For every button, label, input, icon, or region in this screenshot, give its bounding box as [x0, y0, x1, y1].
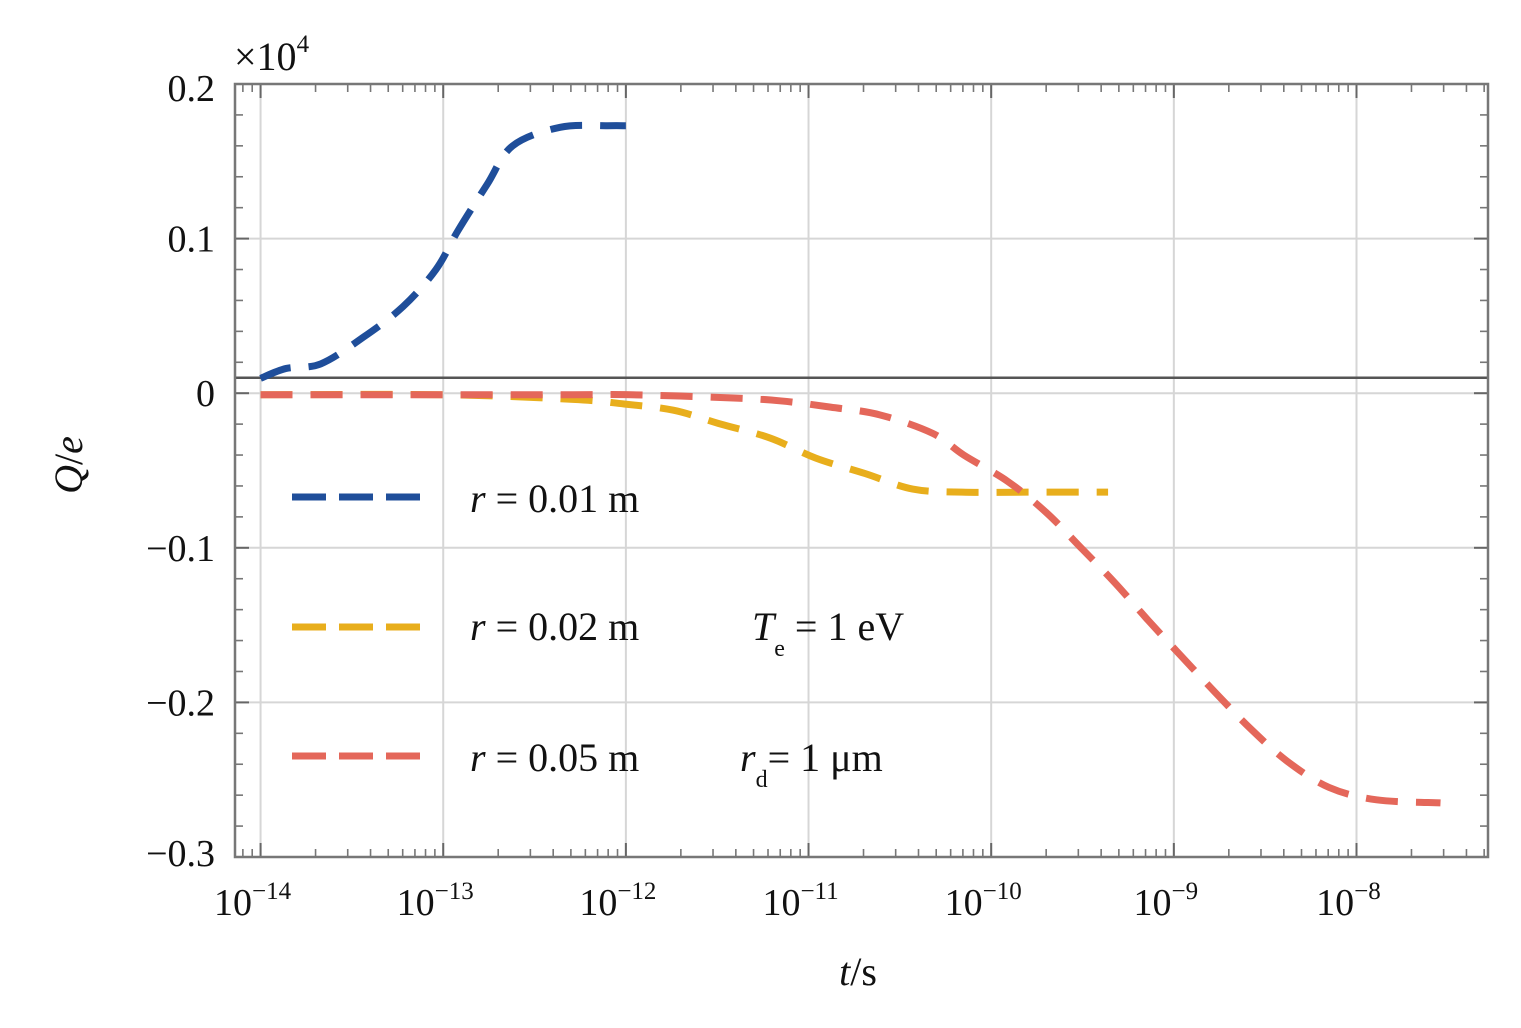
x-axis-unit: s: [861, 949, 877, 994]
x-tick-label: 10−10: [945, 878, 1022, 924]
x-tick-labels: 10−14 10−13 10−12 10−11 10−10 10−9 10−8: [214, 878, 1381, 924]
x-tick-label: 10−13: [397, 878, 474, 924]
y-axis-slash: /: [46, 453, 91, 465]
x-tick-exponent: −14: [252, 878, 292, 905]
legend-label-r001: r = 0.01 m: [470, 476, 639, 521]
y-axis-unit: e: [46, 436, 91, 454]
legend: r = 0.01 m r = 0.02 m r = 0.05 m: [292, 476, 639, 780]
y-tick-label: −0.2: [146, 682, 215, 724]
x-tick-base: 10: [214, 882, 252, 924]
x-axis-slash: /: [850, 949, 862, 994]
series-group: [259, 121, 1441, 807]
annotation-electron-temperature: Te = 1 eV: [752, 604, 904, 662]
x-tick-exponent: −12: [617, 878, 656, 905]
x-tick-base: 10: [1316, 882, 1354, 924]
y-tick-label: 0.2: [168, 68, 216, 110]
legend-label-r005: r = 0.05 m: [470, 735, 639, 780]
y-multiplier-exp: 4: [297, 31, 310, 58]
y-tick-labels: 0.2 0.1 0 −0.1 −0.2 −0.3: [146, 68, 215, 875]
x-tick-label: 10−12: [579, 878, 656, 924]
y-axis-title: Q/e: [46, 436, 91, 494]
x-tick-base: 10: [397, 882, 435, 924]
grid: [235, 84, 1488, 857]
x-axis-title: t/s: [839, 949, 877, 994]
x-tick-base: 10: [579, 882, 617, 924]
x-tick-exponent: −10: [983, 878, 1022, 905]
annotation-dust-radius: rd= 1 μm: [740, 735, 883, 793]
x-tick-label: 10−9: [1134, 878, 1199, 924]
y-tick-label: −0.3: [146, 833, 215, 875]
series-line-2: [260, 391, 1441, 807]
x-axis-var: t: [839, 949, 851, 994]
x-tick-base: 10: [762, 882, 800, 924]
x-tick-base: 10: [945, 882, 983, 924]
legend-item-r002[interactable]: r = 0.02 m: [292, 604, 639, 649]
y-multiplier: ×104: [234, 31, 310, 79]
y-tick-label: 0: [196, 373, 215, 415]
legend-item-r001[interactable]: r = 0.01 m: [292, 476, 639, 521]
x-tick-label: 10−8: [1316, 878, 1381, 924]
y-tick-label: −0.1: [146, 528, 215, 570]
x-tick-exponent: −8: [1354, 878, 1381, 905]
y-multiplier-base: ×10: [234, 34, 297, 79]
x-tick-base: 10: [1134, 882, 1172, 924]
legend-item-r005[interactable]: r = 0.05 m: [292, 735, 639, 780]
x-tick-label: 10−11: [762, 878, 838, 924]
x-tick-exponent: −11: [800, 878, 838, 905]
y-tick-label: 0.1: [168, 219, 216, 261]
y-axis-var: Q: [46, 465, 91, 494]
x-tick-exponent: −13: [435, 878, 474, 905]
legend-label-r002: r = 0.02 m: [470, 604, 639, 649]
x-tick-label: 10−14: [214, 878, 292, 924]
x-tick-exponent: −9: [1172, 878, 1199, 905]
series-line-0: [259, 121, 626, 382]
plot-frame: [233, 82, 1490, 859]
